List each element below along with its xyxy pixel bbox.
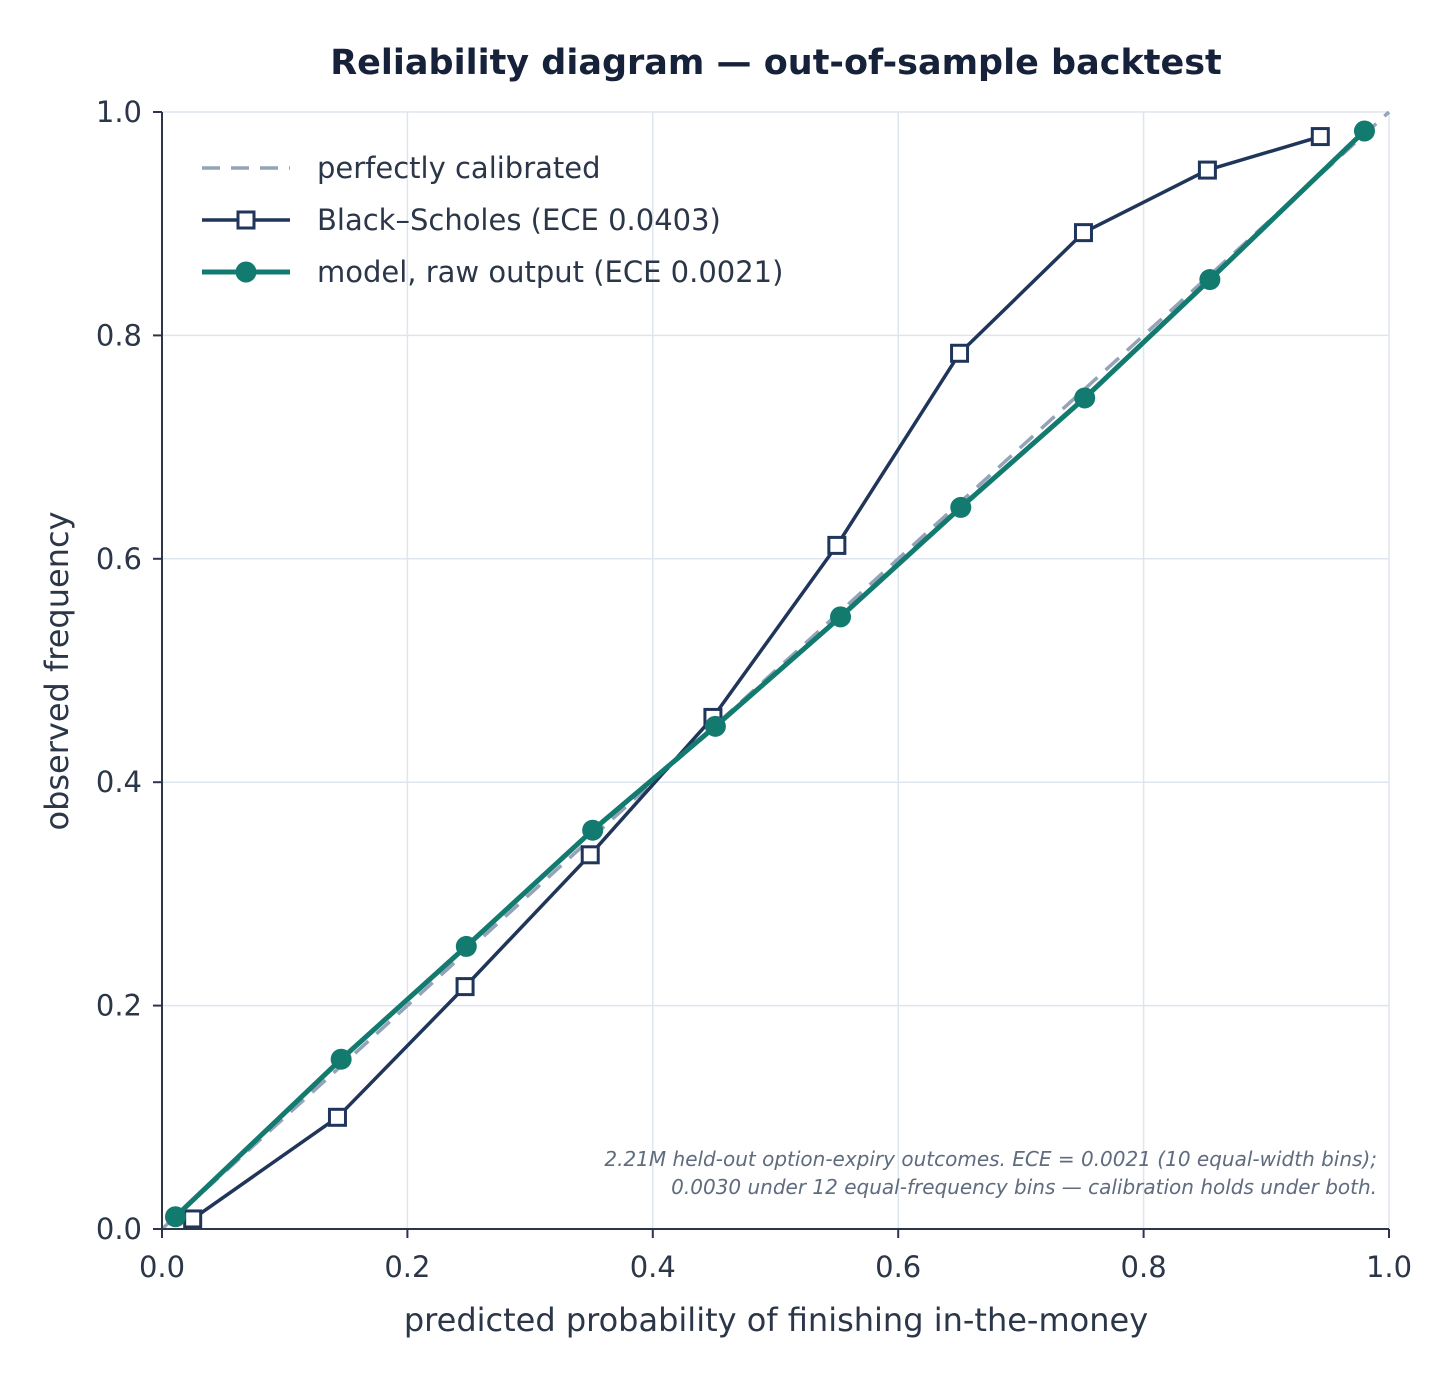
- model-point: [582, 819, 604, 841]
- y-tick-label: 1.0: [96, 95, 142, 129]
- black-scholes-point: [1310, 127, 1330, 147]
- model-point: [1074, 387, 1096, 409]
- model-line: [173, 129, 1367, 1219]
- annotation-line-1: 2.21M held-out option-expiry outcomes. E…: [604, 1147, 1377, 1171]
- legend-swatch-circle: [235, 261, 257, 283]
- annotation-line-2: 0.0030 under 12 equal-frequency bins — c…: [671, 1175, 1377, 1199]
- ticks: 0.0 0.2 0.4 0.6 0.8 1.0 0.0 0.2 0.4 0.6 0.8 1.0: [96, 95, 1412, 1284]
- model-point: [1199, 269, 1221, 291]
- black-scholes-point: [827, 535, 847, 555]
- model-point: [704, 715, 726, 737]
- x-tick-label: 0.0: [139, 1250, 185, 1284]
- black-scholes-line: [191, 134, 1321, 1221]
- x-tick-label: 0.6: [875, 1250, 921, 1284]
- black-scholes-point: [183, 1209, 203, 1229]
- chart-title: Reliability diagram — out-of-sample back…: [330, 43, 1222, 83]
- y-tick-label: 0.0: [96, 1212, 142, 1246]
- black-scholes-point: [1073, 223, 1093, 243]
- model-point: [164, 1206, 186, 1228]
- black-scholes-point: [327, 1107, 347, 1127]
- legend-item-2: model, raw output (ECE 0.0021): [202, 255, 783, 289]
- black-scholes-point: [580, 845, 600, 865]
- black-scholes-point: [1197, 160, 1217, 180]
- series-1: [183, 127, 1330, 1229]
- model-point: [455, 935, 477, 957]
- legend-swatch-square: [236, 210, 256, 230]
- x-tick-label: 1.0: [1366, 1250, 1412, 1284]
- legend-item-1: Black–Scholes (ECE 0.0403): [202, 203, 721, 237]
- y-tick-label: 0.2: [96, 989, 142, 1023]
- y-axis-label: observed frequency: [38, 511, 76, 830]
- legend-item-0: perfectly calibrated: [202, 151, 601, 185]
- model-point: [830, 606, 852, 628]
- y-tick-label: 0.4: [96, 765, 142, 799]
- legend-label: model, raw output (ECE 0.0021): [317, 255, 783, 289]
- model-point: [1353, 120, 1375, 142]
- x-axis-label: predicted probability of finishing in-th…: [404, 1301, 1148, 1339]
- legend: perfectly calibrated Black–Scholes (ECE 0…: [202, 151, 783, 289]
- black-scholes-point: [950, 343, 970, 363]
- legend-label: Black–Scholes (ECE 0.0403): [317, 203, 721, 237]
- series-2: [164, 120, 1375, 1228]
- black-scholes-point: [455, 977, 475, 997]
- axes: [161, 112, 1389, 1230]
- y-tick-label: 0.6: [96, 542, 142, 576]
- x-tick-label: 0.8: [1121, 1250, 1167, 1284]
- x-tick-label: 0.4: [630, 1250, 676, 1284]
- y-tick-label: 0.8: [96, 318, 142, 352]
- legend-label: perfectly calibrated: [317, 151, 601, 185]
- x-tick-label: 0.2: [384, 1250, 430, 1284]
- model-point: [330, 1048, 352, 1070]
- model-point: [950, 496, 972, 518]
- series-layer: [160, 110, 1391, 1231]
